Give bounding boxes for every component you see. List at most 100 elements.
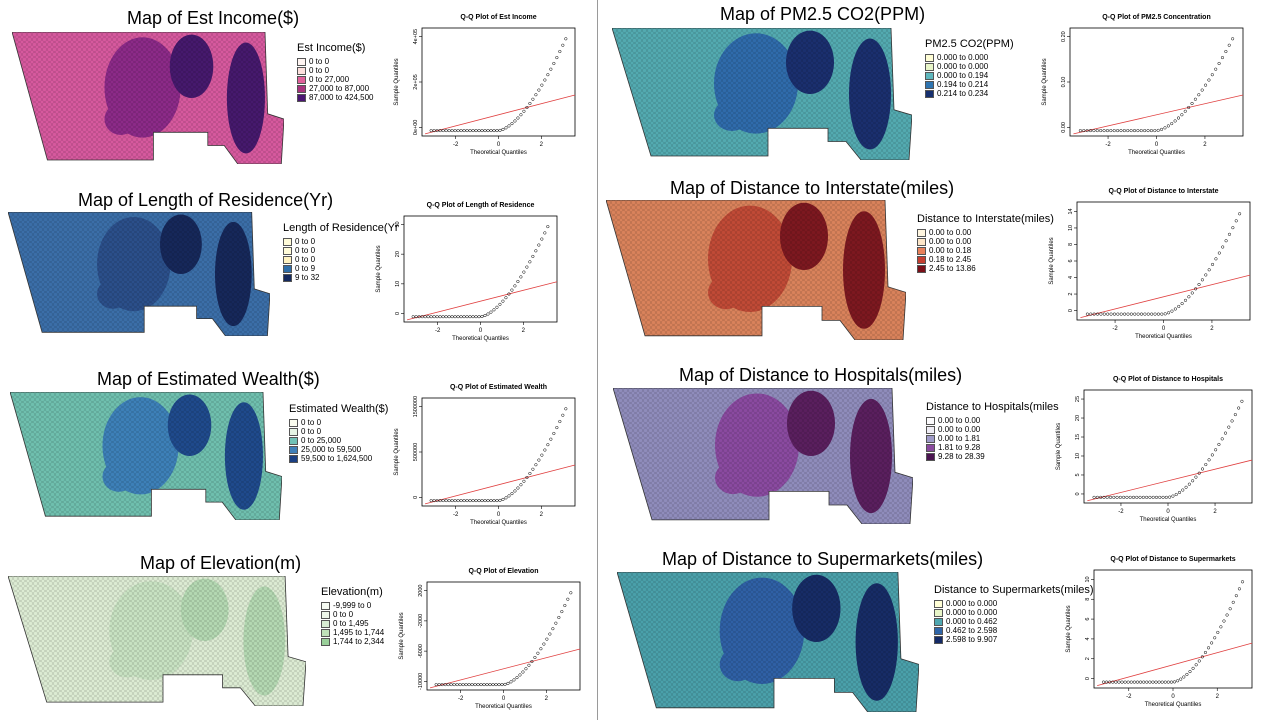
qq-point: [1204, 462, 1208, 467]
qq-point: [486, 129, 490, 133]
qq-point: [509, 680, 513, 684]
qq-frame: [403, 215, 558, 323]
qq-point: [1223, 431, 1228, 435]
qq-point: [1224, 49, 1228, 54]
qq-point: [1135, 495, 1139, 499]
legend-swatch: [321, 601, 330, 610]
qq-point: [534, 463, 538, 467]
qq-point: [1154, 495, 1159, 499]
qq-point: [450, 129, 454, 133]
qq-point: [1200, 88, 1204, 92]
qq-point: [459, 499, 463, 503]
qq-point: [534, 93, 538, 97]
legend-item: 25,000 to 59,500: [289, 445, 388, 454]
qq-point: [1204, 273, 1208, 277]
qq-point: [1154, 680, 1158, 684]
qq-point: [1112, 312, 1116, 316]
qq-ytick-label: 0: [413, 496, 419, 499]
legend-swatch: [283, 264, 292, 273]
qq-point: [533, 655, 537, 660]
legend-label: 0 to 0: [309, 66, 330, 75]
legend-item: 0 to 0: [283, 246, 399, 255]
qq-point: [455, 683, 459, 687]
qq-point: [522, 270, 526, 274]
legend-label: 0.00 to 0.00: [938, 425, 981, 434]
qq-point: [566, 597, 570, 601]
legend-label: 0.194 to 0.214: [937, 80, 989, 89]
qq-point: [1142, 680, 1146, 684]
qq-point: [1136, 129, 1140, 133]
qq-point: [1119, 129, 1123, 133]
qq-title: Q-Q Plot of Length of Residence: [427, 202, 535, 209]
qq-point: [1193, 97, 1197, 101]
qq-point: [1214, 257, 1218, 261]
legend-item: 0.000 to 0.194: [925, 71, 1014, 80]
qq-point: [1173, 119, 1177, 123]
qq-point: [476, 683, 480, 687]
qq-point: [1217, 442, 1221, 446]
qq-point: [462, 315, 466, 319]
qq-point: [543, 78, 547, 82]
legend-item: 1,744 to 2,344: [321, 637, 384, 646]
legend-swatch: [283, 246, 292, 255]
qq-point: [414, 315, 418, 319]
qq-point: [1101, 680, 1106, 684]
qq-point: [468, 315, 472, 319]
qq-point: [1136, 312, 1140, 316]
qq-point: [1123, 312, 1127, 316]
qq-point: [1148, 495, 1152, 499]
legend-title: PM2.5 CO2(PPM): [925, 38, 1014, 50]
qq-point: [483, 499, 487, 503]
qq-point: [1133, 312, 1137, 316]
qq-point: [495, 129, 499, 133]
qq-xtick-label: -2: [435, 328, 441, 334]
map-legend: Distance to Interstate(miles) 0.00 to 0.…: [917, 213, 1054, 273]
legend-label: 0 to 0: [309, 57, 330, 66]
qq-point: [540, 83, 544, 87]
qq-point: [438, 499, 442, 503]
qq-point: [1231, 226, 1235, 230]
qq-point: [525, 265, 529, 269]
column-divider: [597, 0, 598, 720]
qq-point: [1105, 129, 1109, 133]
qq-point: [429, 315, 433, 319]
qq-point: [546, 443, 550, 447]
legend-label: 0.00 to 0.00: [938, 416, 981, 425]
qq-point: [507, 124, 511, 128]
legend-item: 0 to 0: [283, 255, 399, 264]
legend-label: 0 to 1,495: [333, 619, 369, 628]
qq-points: [434, 591, 573, 687]
legend-title: Estimated Wealth($): [289, 403, 389, 415]
choropleth-map: [12, 32, 284, 164]
qq-point: [1167, 311, 1171, 315]
qq-point: [1139, 680, 1143, 684]
qq-point: [1203, 650, 1207, 655]
qq-xtick-label: 2: [540, 142, 544, 148]
qq-ytick-label: 20: [1075, 415, 1081, 421]
qq-point: [459, 129, 463, 133]
legend-item: 0 to 0: [289, 418, 388, 427]
qq-ytick-label: 4: [1085, 637, 1091, 640]
qq-point: [467, 683, 471, 687]
qq-point: [1222, 619, 1226, 623]
qq-point: [1214, 67, 1218, 71]
qq-point: [1204, 83, 1208, 87]
qq-point: [1111, 680, 1115, 684]
qq-point: [471, 499, 475, 503]
qq-point: [1139, 129, 1143, 133]
qq-xtick-label: -2: [453, 142, 459, 148]
map-region-outline: [612, 28, 912, 160]
qq-point: [1158, 495, 1162, 499]
qq-point: [554, 621, 558, 625]
qq-point: [1105, 680, 1109, 684]
legend-label: 0.18 to 2.45: [929, 255, 972, 264]
qq-point: [525, 475, 529, 480]
qq-title: Q-Q Plot of Est Income: [460, 14, 536, 21]
legend-swatch: [289, 436, 298, 445]
qq-point: [453, 499, 457, 503]
qq-point: [528, 471, 532, 476]
choropleth-map: [8, 576, 306, 706]
qq-point: [1217, 61, 1221, 66]
qq-point: [543, 231, 547, 235]
